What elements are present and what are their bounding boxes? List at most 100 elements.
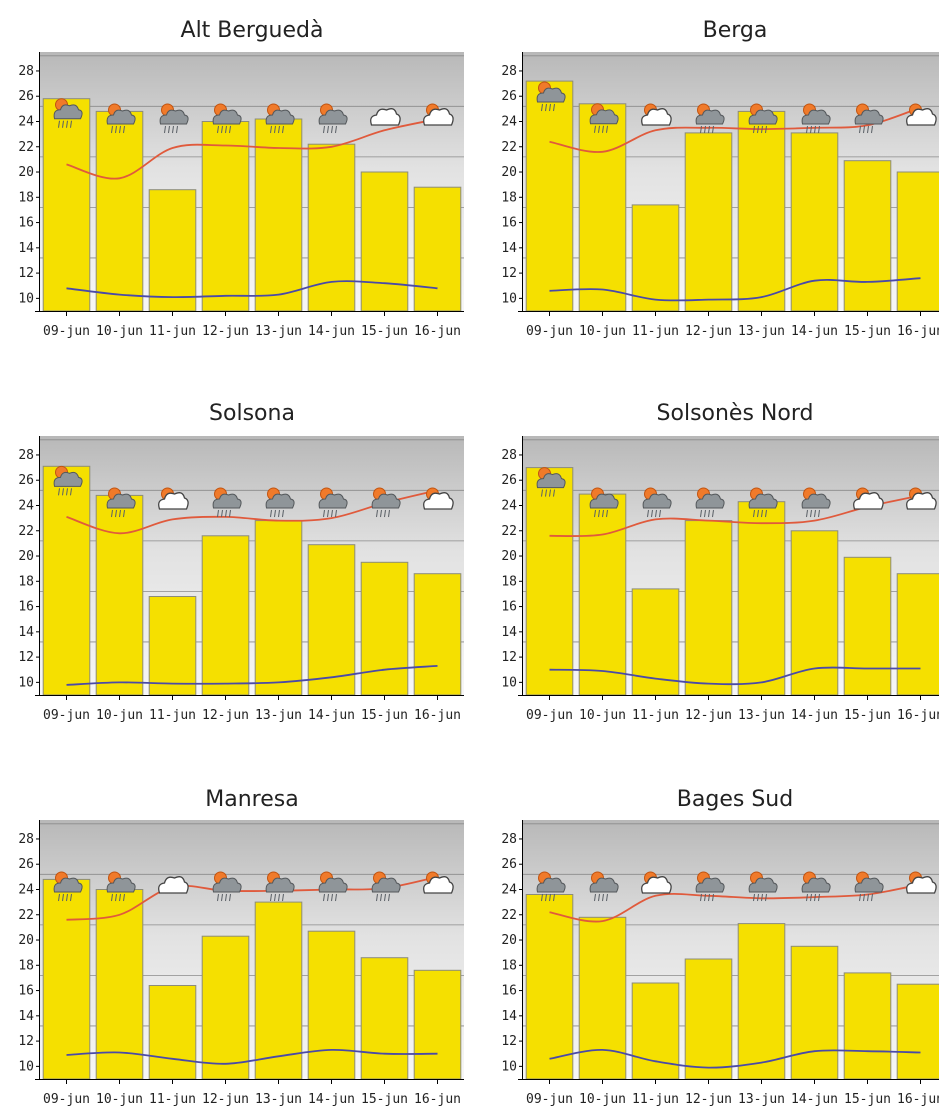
x-tick-label: 13-jun	[255, 1092, 302, 1107]
y-tick-label: 22	[18, 908, 34, 923]
bar	[896, 573, 939, 696]
x-tick-label: 09-jun	[43, 1092, 90, 1107]
x-tick-label: 10-jun	[579, 708, 626, 723]
y-tick-label: 18	[18, 958, 34, 973]
y-tick-label: 20	[501, 165, 517, 180]
sun-cloud-rain-icon	[695, 103, 725, 134]
x-tick-label: 12-jun	[202, 324, 249, 339]
y-tick-label: 12	[18, 266, 34, 281]
bar	[578, 103, 627, 312]
y-tick-label: 16	[501, 600, 517, 615]
min-temperature-line	[66, 665, 438, 686]
y-tick-label: 24	[501, 114, 517, 129]
y-tick-label: 16	[18, 600, 34, 615]
y-tick-label: 18	[18, 190, 34, 205]
max-temperature-line	[549, 883, 921, 923]
y-tick-label: 14	[18, 625, 34, 640]
sun-cloud-rain-icon	[318, 487, 348, 518]
sun-cloud-rain-icon	[106, 871, 136, 902]
x-tick-label: 15-jun	[361, 1092, 408, 1107]
y-tick-label: 26	[18, 89, 34, 104]
sun-cloud-rain-icon	[53, 871, 83, 902]
x-tick-label: 11-jun	[632, 708, 679, 723]
x-tick-label: 15-jun	[361, 324, 408, 339]
chart-title: Solsonès Nord	[657, 401, 814, 426]
x-tick-label: 16-jun	[897, 708, 939, 723]
y-tick-label: 28	[18, 64, 34, 79]
cloud-icon	[370, 108, 401, 126]
x-tick-label: 15-jun	[844, 708, 891, 723]
y-tick-label: 26	[501, 473, 517, 488]
x-tick-label: 10-jun	[96, 708, 143, 723]
bar	[413, 969, 462, 1080]
min-temperature-line	[549, 1048, 921, 1069]
y-tick-label: 28	[501, 64, 517, 79]
x-tick-label: 10-jun	[96, 324, 143, 339]
x-tick-label: 12-jun	[202, 1092, 249, 1107]
x-tick-label: 13-jun	[255, 324, 302, 339]
chart-title: Berga	[703, 18, 768, 43]
y-tick-label: 24	[18, 114, 34, 129]
bar	[360, 957, 409, 1080]
y-tick-label: 20	[501, 933, 517, 948]
y-tick-label: 10	[501, 1059, 517, 1074]
y-tick-label: 28	[18, 448, 34, 463]
sun-cloud-rain-icon	[801, 103, 831, 134]
bar	[578, 916, 627, 1080]
sun-cloud-icon	[423, 103, 454, 126]
chart-panel: Solsona 10 12 14 16 18 20 22 24 26 28 09-jun 10-jun…	[18, 401, 464, 723]
x-tick-label: 15-jun	[361, 708, 408, 723]
bar	[95, 110, 144, 312]
bar	[843, 972, 892, 1080]
x-tick-label: 13-jun	[738, 324, 785, 339]
bar	[360, 561, 409, 696]
sun-cloud-rain-icon	[589, 103, 619, 133]
bar	[254, 901, 303, 1080]
y-tick-label: 24	[501, 498, 517, 513]
chart-title: Alt Berguedà	[181, 18, 324, 43]
y-tick-label: 14	[18, 241, 34, 256]
y-tick-label: 20	[18, 165, 34, 180]
bar	[201, 535, 250, 696]
x-tick-label: 10-jun	[579, 324, 626, 339]
sun-cloud-rain-icon	[371, 487, 401, 518]
y-tick-label: 26	[501, 89, 517, 104]
bar	[843, 160, 892, 312]
min-temperature-line	[549, 277, 921, 302]
sun-cloud-rain-icon	[106, 103, 136, 134]
min-temperature-line	[66, 280, 438, 299]
x-tick-label: 10-jun	[96, 1092, 143, 1107]
bar	[631, 204, 680, 312]
x-tick-label: 16-jun	[897, 1092, 939, 1107]
bar	[201, 935, 250, 1080]
x-tick-label: 09-jun	[43, 324, 90, 339]
bar	[843, 556, 892, 696]
y-tick-label: 16	[501, 984, 517, 999]
y-tick-label: 20	[18, 549, 34, 564]
y-tick-label: 26	[18, 473, 34, 488]
y-tick-label: 18	[501, 574, 517, 589]
bar	[896, 983, 939, 1080]
x-tick-label: 16-jun	[897, 324, 939, 339]
x-tick-label: 16-jun	[414, 324, 461, 339]
chart-panel: Bages Sud 10 12 14 16 18 20 22 24 26 28 09-jun 10-j…	[501, 787, 939, 1107]
y-tick-label: 18	[501, 958, 517, 973]
y-tick-label: 20	[501, 549, 517, 564]
sun-cloud-rain-icon	[536, 81, 566, 112]
y-tick-label: 24	[18, 882, 34, 897]
x-tick-label: 11-jun	[632, 324, 679, 339]
sun-cloud-rain-icon	[748, 871, 778, 902]
y-tick-label: 16	[18, 216, 34, 231]
y-tick-label: 14	[501, 241, 517, 256]
y-tick-label: 24	[18, 498, 34, 513]
sun-cloud-icon	[423, 487, 454, 510]
sun-cloud-icon	[158, 487, 189, 510]
bar	[413, 573, 462, 696]
bar	[307, 544, 356, 696]
y-tick-label: 22	[18, 524, 34, 539]
y-tick-label: 12	[501, 1034, 517, 1049]
x-tick-label: 13-jun	[738, 708, 785, 723]
x-tick-label: 12-jun	[685, 324, 732, 339]
sun-cloud-rain-icon	[212, 487, 242, 518]
